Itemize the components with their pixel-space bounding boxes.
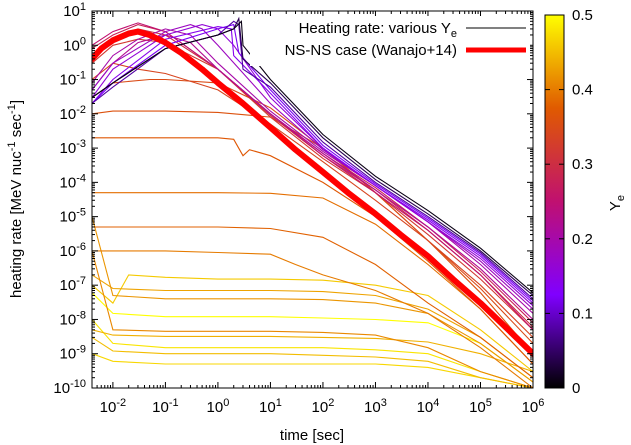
heating-curve-ye-0.32 [92,38,533,331]
series-layer [92,16,533,388]
colorbar-label: Ye [607,195,627,211]
x-tick-label: 106 [522,397,545,416]
y-tick-label: 10-8 [60,309,86,328]
colorbar-ticks: 0 0.1 0.2 0.3 0.4 0.5 [545,7,593,397]
heating-curve-ye-0.25 [92,22,533,331]
heating-curve-ye-0.38 [92,226,533,379]
colorbar-tick-label: 0.1 [572,305,593,322]
legend-entry-2-label: NS-NS case (Wanajo+14) [285,42,457,59]
heating-curve-ye-0.36 [92,110,533,355]
heating-curve-ye-0.5 [92,292,533,383]
y-tick-label: 10-5 [60,207,86,226]
x-axis-ticks: 10-2 10-1 100 101 102 103 104 105 106 [91,11,545,416]
x-tick-label: 104 [417,397,440,416]
x-tick-label: 105 [469,397,492,416]
y-axis-ticks: 101 100 10-1 10-2 10-3 10-4 10-5 10-6 10-7 10-8 10… [53,1,533,397]
heating-curve-ye-0.39 [92,192,533,365]
x-tick-label: 103 [364,397,387,416]
y-tick-label: 10-7 [60,275,86,294]
wanajo-layer [92,28,533,357]
colorbar-tick-label: 0.2 [572,231,593,248]
colorbar-tick-label: 0.5 [572,7,593,24]
y-tick-label: 10-1 [60,70,86,89]
colorbar [544,14,565,389]
x-tick-label: 101 [259,397,282,416]
colorbar-tick-label: 0.3 [572,156,593,173]
heating-curve-ye-0.14 [92,26,533,304]
y-tick-label: 10-2 [60,104,86,123]
legend-background [250,16,530,66]
heating-curve-ye-0.28 [92,24,533,324]
heating-curve-ye-0.3 [92,28,533,328]
y-axis-title: heating rate [MeV nuc-1 sec-1] [6,100,25,298]
heating-curve-ye-0.48 [92,319,533,388]
x-tick-label: 10-2 [100,397,126,416]
heating-curve-ye-0.01 [92,20,533,294]
x-tick-label: 10-1 [152,397,178,416]
heating-curve-ye-0.45 [92,336,533,388]
y-tick-label: 10-9 [60,344,86,363]
colorbar-tick-label: 0 [572,380,580,397]
colorbar-tick-label: 0.4 [572,82,593,99]
heating-curve-ye-0.44 [92,329,533,373]
heating-curve-ye-0.4 [92,250,533,388]
x-tick-label: 102 [312,397,335,416]
heating-curve-ye-0.22 [92,34,533,320]
legend-entry-1-label: Heating rate: various Ye [299,20,457,40]
heating-curve-ye-0.37 [92,137,533,365]
y-tick-label: 10-10 [53,378,86,397]
heating-curve-ye-0.12 [92,23,533,302]
wanajo-ns-ns-curve [92,28,533,357]
x-axis-title: time [sec] [280,427,344,444]
plot-frame [91,10,534,389]
y-tick-label: 10-4 [60,172,86,191]
heating-curve-ye-0.46 [92,274,533,373]
heating-curve-ye-0.35 [92,78,533,344]
x-tick-label: 100 [207,397,230,416]
legend: Heating rate: various Ye NS-NS case (Wan… [250,16,530,66]
y-tick-label: 10-3 [60,138,86,157]
y-tick-label: 101 [63,1,86,20]
heating-curve-ye-0.42 [92,216,533,383]
heating-curve-ye-0.41 [92,250,533,388]
heating-curve-ye-0.43 [92,274,533,379]
y-tick-label: 100 [63,35,86,54]
y-tick-label: 10-6 [60,241,86,260]
heating-curve-ye-0.47 [92,353,533,388]
